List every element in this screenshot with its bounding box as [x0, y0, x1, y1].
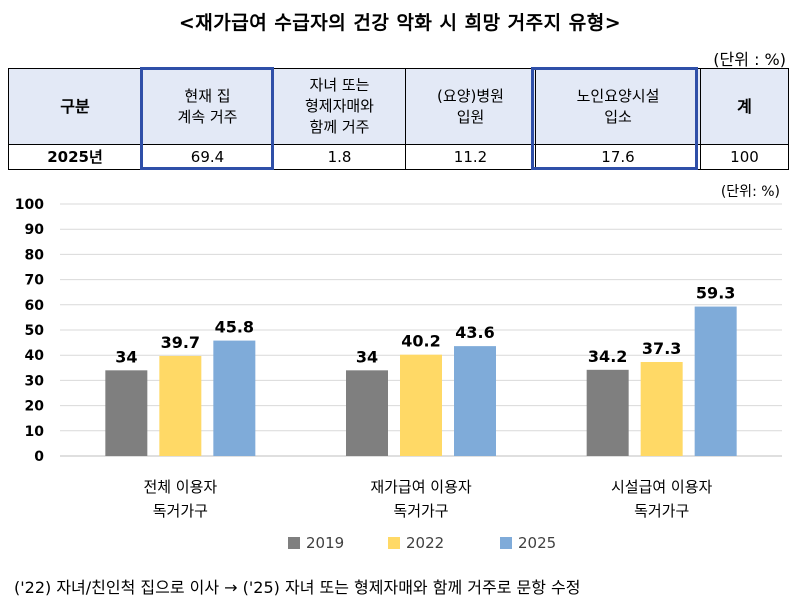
y-tick-label: 70	[25, 273, 45, 289]
table-unit-label: (단위 : %)	[713, 50, 786, 69]
bar	[400, 354, 442, 456]
data-label: 43.6	[455, 323, 494, 342]
chart-unit-label: (단위: %)	[721, 184, 780, 200]
legend-swatch	[288, 537, 300, 549]
y-tick-label: 40	[25, 348, 45, 364]
legend-label: 2022	[406, 534, 444, 552]
x-tick-label: 독거가구	[393, 502, 448, 520]
page-title: <재가급여 수급자의 건강 악화 시 희망 거주지 유형>	[178, 12, 622, 34]
legend-label: 2019	[306, 534, 344, 552]
data-label: 34.2	[588, 347, 627, 366]
y-tick-label: 100	[15, 197, 44, 213]
footnote: ('22) 자녀/친인척 집으로 이사 → ('25) 자녀 또는 형제자매와 …	[14, 578, 581, 597]
table-header-row: 구분 현재 집 계속 거주 자녀 또는 형제자매와 함께 거주 (요양)병원 입…	[8, 68, 789, 145]
cell-hospital: 11.2	[405, 144, 536, 170]
bar	[454, 346, 496, 456]
data-label: 34	[356, 347, 378, 366]
header-nursing-facility: 노인요양시설 입소	[535, 68, 701, 145]
data-label: 37.3	[642, 339, 681, 358]
header-stay-home: 현재 집 계속 거주	[141, 68, 274, 145]
header-total: 계	[700, 68, 789, 145]
bar	[213, 340, 256, 456]
bar	[694, 306, 737, 456]
y-tick-label: 10	[25, 424, 45, 440]
table-row: 2025년 69.4 1.8 11.2 17.6 100	[8, 144, 789, 170]
x-tick-label: 시설급여 이용자	[611, 478, 713, 496]
cell-live-with-family: 1.8	[273, 144, 406, 170]
x-tick-label: 재가급여 이용자	[370, 478, 472, 496]
cell-total: 100	[700, 144, 789, 170]
bar	[640, 362, 683, 456]
legend-swatch	[500, 537, 512, 549]
legend-label: 2025	[518, 534, 556, 552]
summary-table: 구분 현재 집 계속 거주 자녀 또는 형제자매와 함께 거주 (요양)병원 입…	[8, 68, 789, 170]
data-label: 34	[115, 347, 137, 366]
y-tick-label: 50	[25, 323, 45, 339]
data-label: 45.8	[215, 318, 254, 337]
y-tick-label: 30	[25, 373, 45, 389]
y-tick-label: 60	[25, 298, 45, 314]
cell-stay-home: 69.4	[141, 144, 274, 170]
cell-nursing-facility: 17.6	[535, 144, 701, 170]
bar	[346, 370, 388, 456]
legend-swatch	[388, 537, 400, 549]
header-live-with-family: 자녀 또는 형제자매와 함께 거주	[273, 68, 406, 145]
y-tick-label: 20	[25, 399, 45, 415]
data-label: 40.2	[401, 332, 440, 351]
y-tick-label: 80	[25, 247, 45, 263]
x-tick-label: 독거가구	[153, 502, 208, 520]
y-tick-label: 0	[34, 449, 44, 465]
row-label: 2025년	[8, 144, 142, 170]
y-tick-label: 90	[25, 222, 45, 238]
header-category: 구분	[8, 68, 142, 145]
x-tick-label: 전체 이용자	[143, 478, 217, 496]
bar	[586, 369, 629, 456]
x-tick-label: 독거가구	[634, 502, 689, 520]
data-label: 39.7	[161, 333, 200, 352]
header-hospital: (요양)병원 입원	[405, 68, 536, 145]
data-label: 59.3	[696, 284, 735, 303]
bar	[105, 370, 148, 456]
bar	[159, 355, 202, 456]
bar-chart: (단위: %) 0 10 20 30 40 50 60 70 80 90 100 34 39.7 45.8 전…	[15, 184, 782, 552]
